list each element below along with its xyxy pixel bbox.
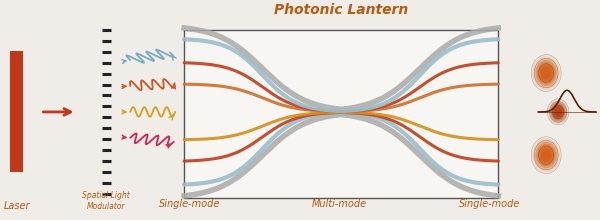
Text: Laser: Laser [4,201,30,211]
Polygon shape [534,140,558,170]
Text: Multi-mode: Multi-mode [312,199,367,209]
Polygon shape [541,67,551,79]
Polygon shape [542,151,550,160]
Polygon shape [556,109,561,115]
Polygon shape [537,62,556,84]
Text: Single-mode: Single-mode [160,199,221,209]
Text: Spatial Light
Modulator: Spatial Light Modulator [82,191,130,211]
Polygon shape [553,106,563,117]
Polygon shape [544,152,548,158]
Polygon shape [531,137,561,174]
Polygon shape [551,104,565,120]
Polygon shape [550,101,567,123]
Polygon shape [541,149,551,161]
Polygon shape [539,65,553,81]
Polygon shape [538,145,554,165]
Polygon shape [542,68,550,77]
Polygon shape [539,147,553,163]
Bar [10,51,23,172]
Polygon shape [554,108,562,116]
Polygon shape [535,142,557,168]
Polygon shape [548,100,568,124]
Polygon shape [531,55,561,91]
Polygon shape [537,144,556,167]
Polygon shape [544,70,548,76]
Polygon shape [556,110,560,114]
Polygon shape [538,63,554,83]
Polygon shape [535,60,557,86]
Polygon shape [534,58,558,88]
Text: Photonic Lantern: Photonic Lantern [274,3,409,17]
Polygon shape [553,105,564,119]
Text: Single-mode: Single-mode [458,199,520,209]
Polygon shape [550,103,566,121]
Polygon shape [547,99,569,125]
Polygon shape [533,56,560,90]
Bar [184,30,498,198]
Polygon shape [533,139,560,172]
